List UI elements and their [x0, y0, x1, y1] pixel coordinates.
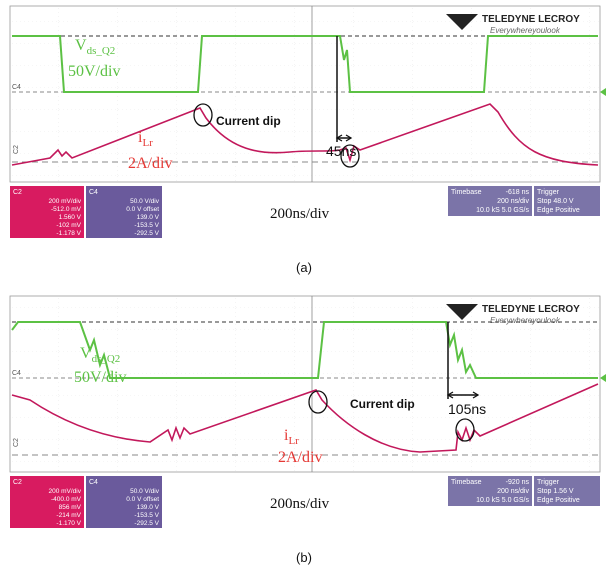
c2-name: C2	[13, 189, 22, 196]
channel-marker: C2	[13, 438, 20, 447]
c4-row: -153.5 V	[134, 222, 159, 229]
c4-row: 50.0 V/div	[130, 198, 160, 205]
logo-tagline: Everywhereyoulook	[490, 316, 561, 325]
annotation: Current dip	[350, 397, 415, 411]
c4-row: 139.0 V	[137, 504, 160, 511]
trigger-row: Stop 48.0 V	[537, 198, 574, 205]
logo-tagline: Everywhereyoulook	[490, 26, 561, 35]
c2-row: 200 mV/div	[48, 198, 81, 205]
c4-name: C4	[89, 189, 98, 196]
trigger-title: Trigger	[537, 479, 560, 486]
timebase-row: 200 ns/div	[497, 488, 529, 495]
ilr-scale: 2A/div	[278, 449, 322, 466]
trigger-marker	[600, 374, 606, 382]
c2-row: -512.0 mV	[51, 206, 82, 213]
timebase-title: Timebase	[451, 189, 482, 196]
timebase-row: 10.0 kS 5.0 GS/s	[476, 497, 529, 504]
logo-brand: TELEDYNE LECROY	[482, 14, 580, 25]
timebase-label: 200ns/div	[270, 206, 330, 222]
c2-row: -102 mV	[56, 222, 81, 229]
ilr-subscript: Lr	[288, 435, 299, 447]
ilr-subscript: Lr	[142, 137, 153, 149]
timebase-row: 200 ns/div	[497, 198, 529, 205]
c4-row: 50.0 V/div	[130, 488, 160, 495]
vds-subscript: ds_Q2	[87, 45, 116, 57]
channel-marker: C4	[12, 84, 21, 91]
trigger-title: Trigger	[537, 189, 560, 196]
vds-subscript: ds_Q2	[92, 353, 121, 365]
c2-row: -1.170 V	[56, 520, 81, 527]
c4-row: -292.5 V	[134, 230, 159, 237]
c4-name: C4	[89, 479, 98, 486]
trigger-row: Edge Positive	[537, 497, 580, 504]
vds-symbol: V	[80, 345, 92, 362]
c4-row: -153.5 V	[134, 512, 159, 519]
vds-scale: 50V/div	[68, 63, 120, 80]
caption: (a)	[296, 260, 312, 275]
timebase-offset: -618 ns	[506, 189, 530, 196]
c2-row: 1.560 V	[59, 214, 82, 221]
c4-row: 0.0 V offset	[126, 496, 159, 503]
c4-row: 139.0 V	[137, 214, 160, 221]
caption: (b)	[296, 550, 312, 565]
figure: C4C245nsCurrent dipVds_Q250V/diviLr2A/di…	[0, 0, 608, 567]
c2-row: -1.178 V	[56, 230, 81, 237]
timebase-offset: -920 ns	[506, 479, 530, 486]
trigger-row: Stop 1.56 V	[537, 488, 574, 495]
logo-brand: TELEDYNE LECROY	[482, 304, 580, 315]
page: C4C245nsCurrent dipVds_Q250V/diviLr2A/di…	[0, 0, 608, 567]
c2-row: 856 mV	[59, 504, 82, 511]
timebase-title: Timebase	[451, 479, 482, 486]
c2-row: -214 mV	[56, 512, 81, 519]
c2-row: 200 mV/div	[48, 488, 81, 495]
ilr-scale: 2A/div	[128, 155, 172, 172]
trigger-marker	[600, 88, 606, 96]
timebase-label: 200ns/div	[270, 496, 330, 512]
delay-label: 105ns	[448, 401, 486, 417]
annotation: Current dip	[216, 114, 281, 128]
c2-name: C2	[13, 479, 22, 486]
trigger-row: Edge Positive	[537, 207, 580, 214]
delay-label: 45ns	[326, 143, 356, 159]
c4-row: -292.5 V	[134, 520, 159, 527]
channel-marker: C2	[13, 145, 20, 154]
channel-marker: C4	[12, 370, 21, 377]
vds-symbol: V	[75, 37, 87, 54]
vds-scale: 50V/div	[74, 369, 126, 386]
c2-row: -400.0 mV	[51, 496, 82, 503]
c4-row: 0.0 V offset	[126, 206, 159, 213]
timebase-row: 10.0 kS 5.0 GS/s	[476, 207, 529, 214]
